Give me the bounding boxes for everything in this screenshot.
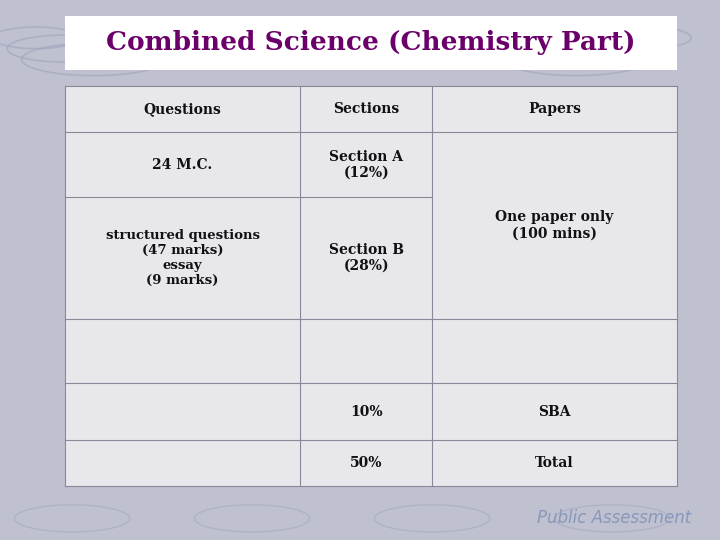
Text: Combined Science (Chemistry Part): Combined Science (Chemistry Part) bbox=[106, 30, 636, 55]
Text: Public Assessment: Public Assessment bbox=[537, 509, 691, 528]
Bar bbox=[65, 86, 677, 486]
Text: One paper only
(100 mins): One paper only (100 mins) bbox=[495, 211, 613, 240]
Text: 10%: 10% bbox=[350, 405, 382, 418]
Text: Total: Total bbox=[535, 456, 574, 470]
Text: structured questions
(47 marks)
essay
(9 marks): structured questions (47 marks) essay (9… bbox=[106, 229, 260, 287]
Text: Section B
(28%): Section B (28%) bbox=[329, 243, 404, 273]
Text: Questions: Questions bbox=[144, 103, 222, 116]
Text: SBA: SBA bbox=[538, 405, 571, 418]
Text: 50%: 50% bbox=[350, 456, 382, 470]
Text: Sections: Sections bbox=[333, 103, 400, 116]
Bar bbox=[65, 16, 677, 70]
Text: 24 M.C.: 24 M.C. bbox=[153, 158, 212, 172]
Text: Section A
(12%): Section A (12%) bbox=[329, 150, 403, 180]
Text: Papers: Papers bbox=[528, 103, 581, 116]
